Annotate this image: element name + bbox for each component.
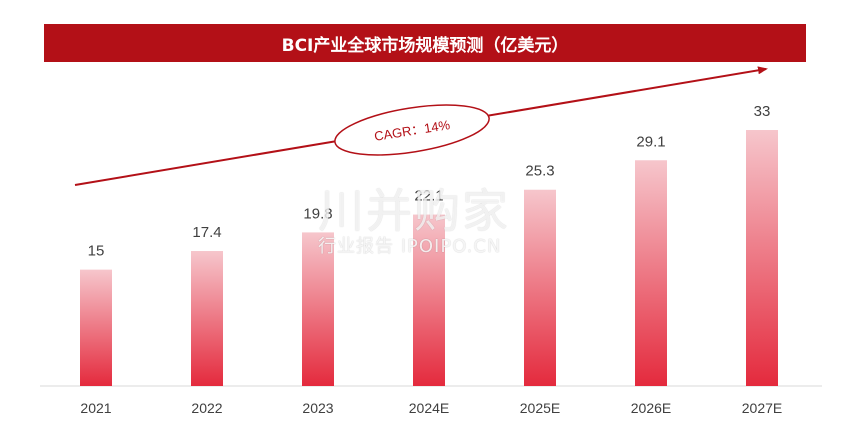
chart-title: BCI产业全球市场规模预测（亿美元） [281,35,569,56]
watermark-logo: 川并购家 [318,184,510,238]
x-tick-label-2022: 2022 [191,400,222,416]
bar-2027E [746,130,778,386]
bar-2025E [524,189,556,386]
bar-2024E [413,214,445,386]
bar-2023 [302,232,334,386]
data-label-2022: 17.4 [192,224,221,241]
data-label-2025E: 25.3 [525,163,554,180]
x-tick-label-2027E: 2027E [742,400,782,416]
data-label-2021: 15 [88,243,105,260]
bar-2021 [80,269,112,386]
x-tick-label-2026E: 2026E [631,400,671,416]
watermark-text: 行业报告 IPOIPO.CN [318,236,502,257]
x-tick-label-2023: 2023 [302,400,333,416]
data-label-2024E: 22.1 [414,188,443,205]
data-label-2026E: 29.1 [636,133,665,150]
bar-2022 [191,251,223,386]
data-label-2027E: 33 [754,103,771,120]
x-tick-label-2021: 2021 [80,400,111,416]
x-tick-label-2025E: 2025E [520,400,560,416]
cagr-ellipse [334,104,490,156]
data-label-2023: 19.8 [303,205,332,222]
x-tick-label-2024E: 2024E [409,400,449,416]
bar-2026E [635,160,667,386]
chart-title-bar: BCI产业全球市场规模预测（亿美元） [44,24,806,62]
